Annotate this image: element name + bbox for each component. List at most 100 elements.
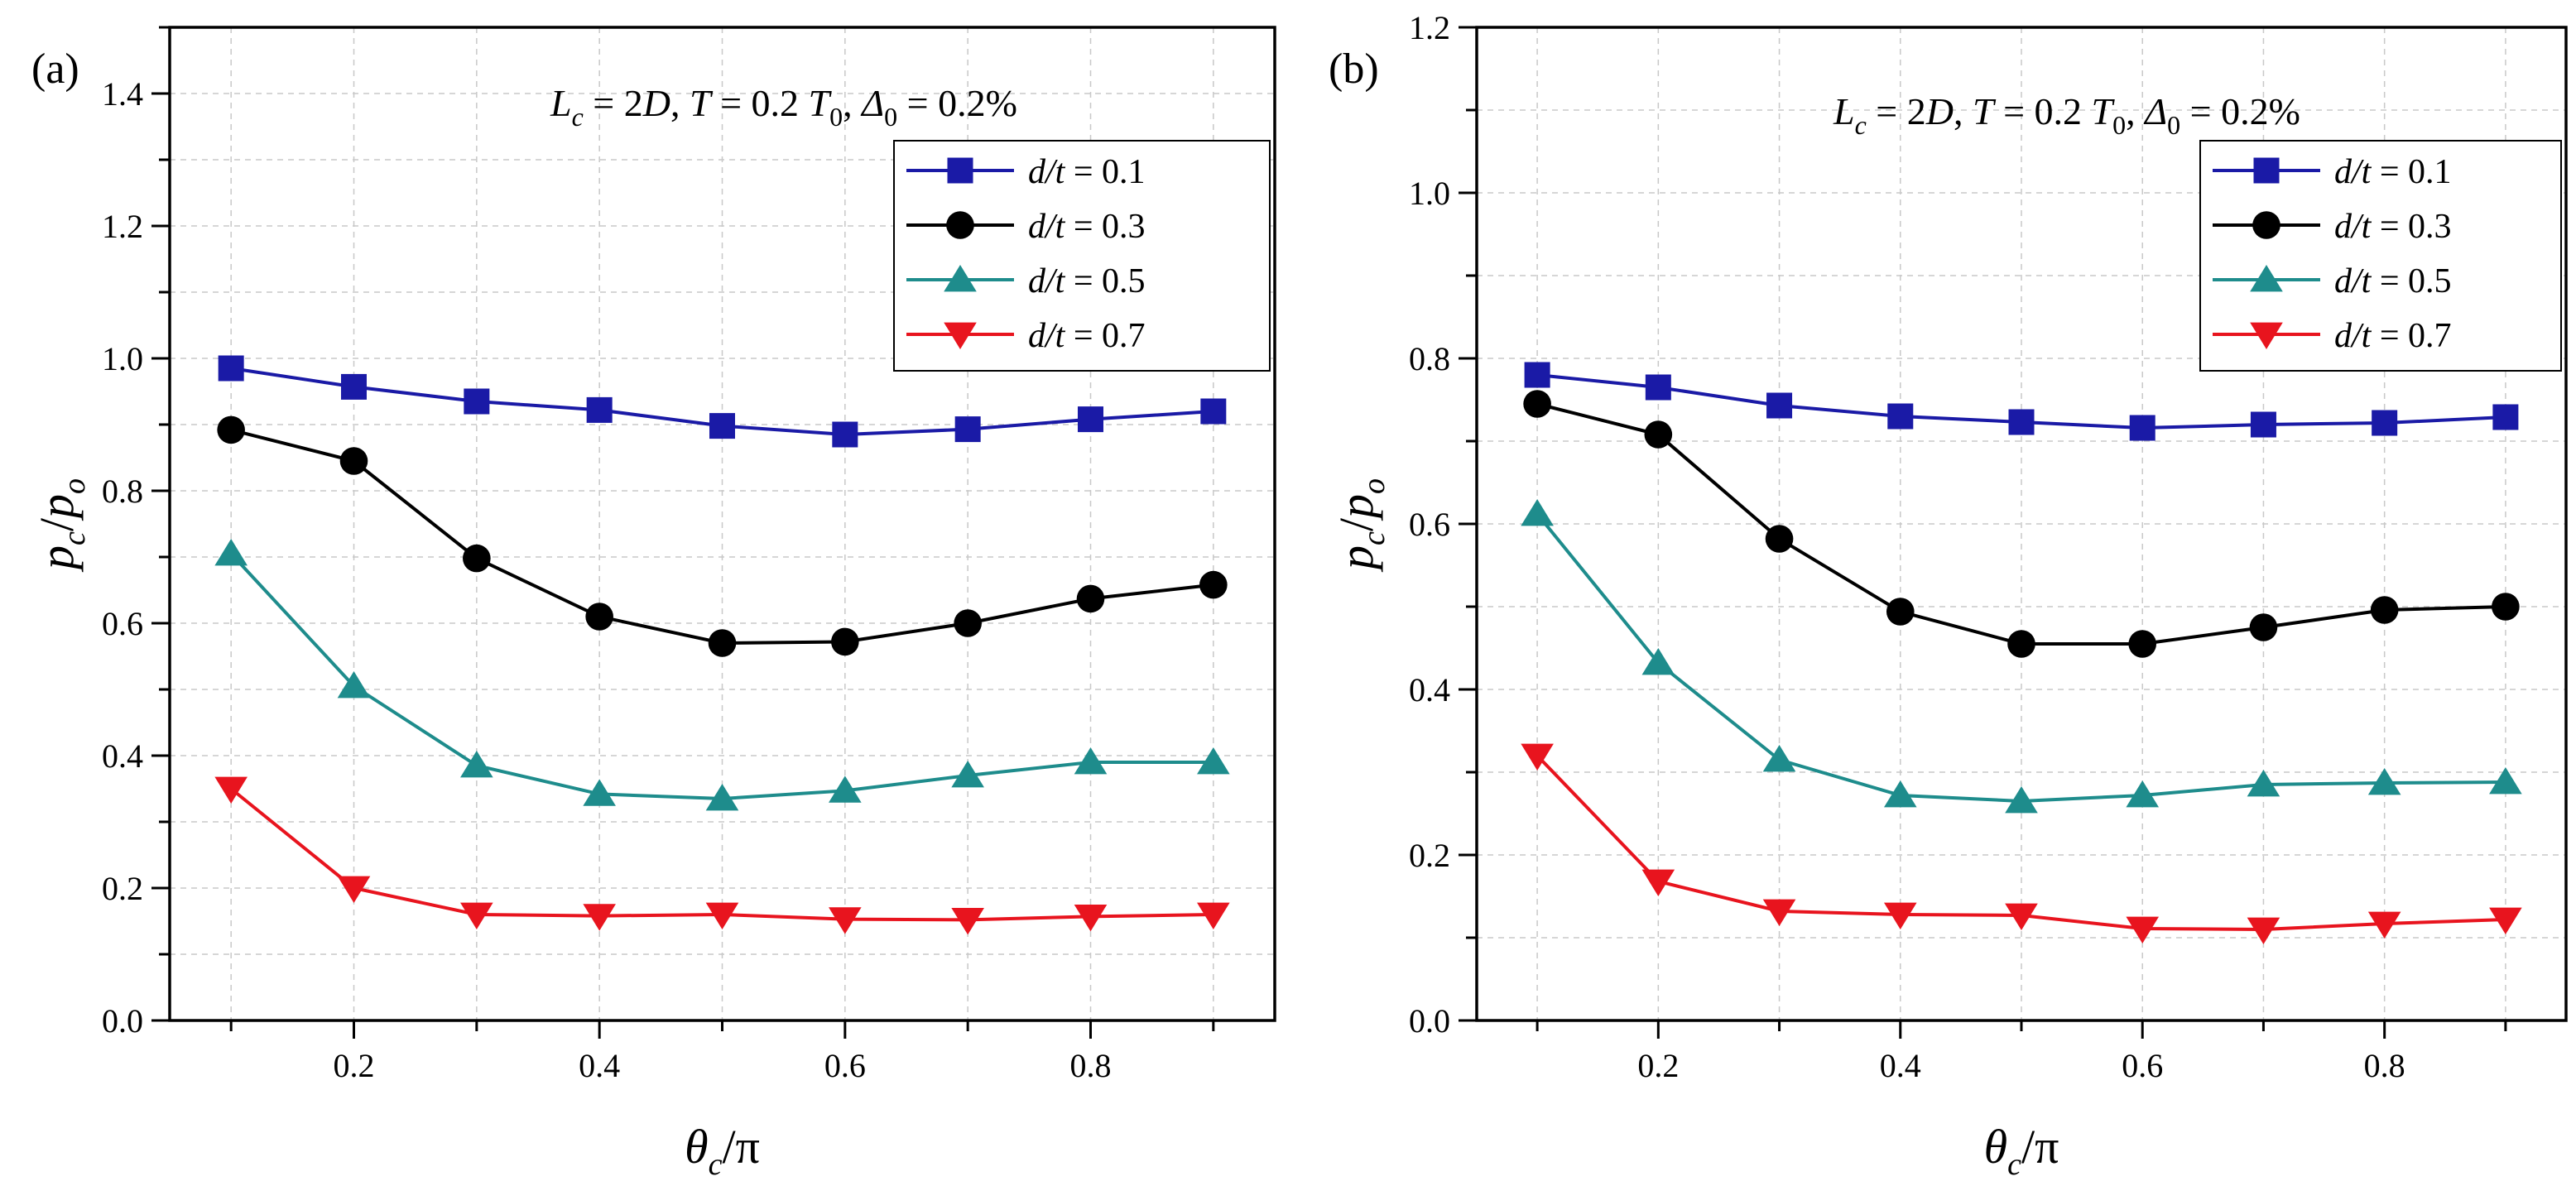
- x-label-theta: θ: [1984, 1120, 2008, 1174]
- data-point-d05: [705, 784, 739, 811]
- data-point-d07: [2005, 903, 2038, 930]
- data-point-d07: [214, 776, 248, 804]
- x-tick-label: 0.2: [334, 1047, 375, 1084]
- y-label-p: p: [1329, 545, 1383, 573]
- params-annotation: Lc = 2D, T = 0.2 T0, Δ0 = 0.2%: [550, 82, 1017, 132]
- legend-label-d01: d/t = 0.1: [2334, 153, 2452, 191]
- legend-label-prefix: d/t: [1028, 208, 1066, 246]
- data-point-d03: [339, 447, 368, 475]
- y-tick-label: 0.4: [102, 737, 143, 775]
- x-axis-label: θc/π: [1984, 1120, 2059, 1182]
- legend-marker-d03: [946, 211, 974, 239]
- legend-marker-d05: [2250, 265, 2283, 292]
- y-label-sub-c: c: [1357, 531, 1391, 545]
- x-label-subscript: c: [709, 1147, 723, 1182]
- data-point-d07: [460, 902, 493, 929]
- data-point-d05: [1074, 747, 1108, 775]
- data-point-d03: [708, 629, 737, 657]
- param-eq: = 2: [1867, 90, 1926, 132]
- legend-label-prefix: d/t: [2334, 153, 2372, 191]
- legend-marker-d07: [2250, 322, 2283, 349]
- data-point-d03: [1886, 598, 1915, 626]
- series-d07: [214, 776, 1230, 935]
- y-tick-label: 0.8: [102, 473, 143, 510]
- data-point-d07: [1197, 902, 1230, 929]
- data-point-d03: [217, 415, 245, 444]
- legend-label-value: = 0.3: [2371, 208, 2451, 246]
- y-label-p2: p: [1329, 494, 1383, 521]
- data-point-d05: [583, 779, 616, 806]
- data-point-d05: [2247, 770, 2280, 797]
- data-point-d03: [2370, 596, 2399, 624]
- y-tick-label: 0.6: [1409, 506, 1450, 543]
- legend-label-d05: d/t = 0.5: [1028, 262, 1146, 300]
- param-eq2: = 0.2: [711, 82, 809, 124]
- data-point-d05: [2126, 780, 2160, 808]
- data-point-d07: [2126, 916, 2160, 944]
- param-sub-0: 0: [2112, 110, 2126, 140]
- data-point-d07: [1883, 902, 1917, 929]
- y-axis-label: pc/po: [30, 478, 92, 573]
- param-sub-0b: 0: [2167, 110, 2180, 140]
- series-d07: [1521, 743, 2522, 944]
- data-point-d05: [1883, 780, 1917, 808]
- x-tick-label: 0.8: [2364, 1047, 2405, 1084]
- data-point-d07: [337, 876, 371, 903]
- y-label-sub-o: o: [1357, 478, 1391, 494]
- data-point-d03: [1523, 390, 1551, 418]
- y-label-slash: /: [1329, 517, 1383, 531]
- legend: d/t = 0.1d/t = 0.3d/t = 0.5d/t = 0.7: [2199, 140, 2562, 372]
- x-tick-label: 0.2: [1637, 1047, 1679, 1084]
- data-point-d07: [2247, 917, 2280, 944]
- y-tick-label: 0.0: [1409, 1002, 1450, 1040]
- data-point-d03: [2007, 630, 2035, 658]
- legend-marker-d01: [947, 157, 973, 184]
- x-axis-label: θc/π: [685, 1120, 760, 1182]
- data-point-d07: [951, 908, 984, 935]
- legend-label-prefix: d/t: [2334, 317, 2372, 355]
- panel-label: (b): [1329, 46, 1379, 93]
- x-label-pi: /π: [722, 1120, 759, 1174]
- params-annotation: Lc = 2D, T = 0.2 T0, Δ0 = 0.2%: [1833, 90, 2300, 140]
- param-sep: ,: [670, 82, 690, 124]
- data-point-d01: [1645, 374, 1671, 401]
- y-tick-label: 0.0: [102, 1002, 143, 1040]
- data-point-d01: [832, 421, 858, 448]
- data-point-d01: [954, 416, 981, 443]
- data-point-d03: [1644, 420, 1673, 449]
- x-tick-label: 0.8: [1070, 1047, 1112, 1084]
- series-d03: [217, 415, 1228, 657]
- data-point-d05: [1197, 747, 1230, 775]
- data-point-d03: [831, 627, 859, 656]
- param-eq3: = 0.2%: [897, 82, 1017, 124]
- param-sep: ,: [1954, 90, 1973, 132]
- data-point-d03: [463, 544, 491, 573]
- y-label-p2: p: [30, 494, 84, 521]
- legend-label-prefix: d/t: [1028, 317, 1066, 355]
- chart-panel-a: 0.2 0.4 0.6 0.8 0.0 0.2 0.4 0.6 0.8 1.0 1.2 1.4 (a) θ…: [30, 26, 1276, 1182]
- panel-label: (a): [31, 46, 79, 93]
- data-point-d01: [2129, 415, 2155, 441]
- legend-label-prefix: d/t: [1028, 262, 1066, 300]
- data-point-d05: [951, 761, 984, 788]
- data-point-d05: [2367, 768, 2401, 795]
- data-point-d01: [709, 413, 735, 439]
- data-point-d01: [586, 396, 613, 423]
- data-point-d05: [1762, 745, 1796, 772]
- x-label-subscript: c: [2007, 1147, 2021, 1182]
- y-tick-label: 1.2: [102, 208, 143, 245]
- legend-label-d07: d/t = 0.7: [2334, 317, 2452, 355]
- series-d03: [1523, 390, 2520, 658]
- y-tick-label: 0.4: [1409, 671, 1450, 708]
- param-sep2: ,: [2126, 90, 2145, 132]
- y-tick-label: 0.6: [102, 605, 143, 642]
- data-point-d03: [2249, 613, 2278, 641]
- legend-label-d01: d/t = 0.1: [1028, 153, 1146, 191]
- param-delta: Δ: [2143, 90, 2167, 132]
- data-point-d07: [2367, 911, 2401, 939]
- param-T0: T: [809, 82, 833, 124]
- legend-label-value: = 0.5: [1065, 262, 1145, 300]
- x-tick-label: 0.4: [579, 1047, 620, 1084]
- data-point-d01: [1078, 406, 1103, 433]
- data-point-d01: [218, 355, 244, 382]
